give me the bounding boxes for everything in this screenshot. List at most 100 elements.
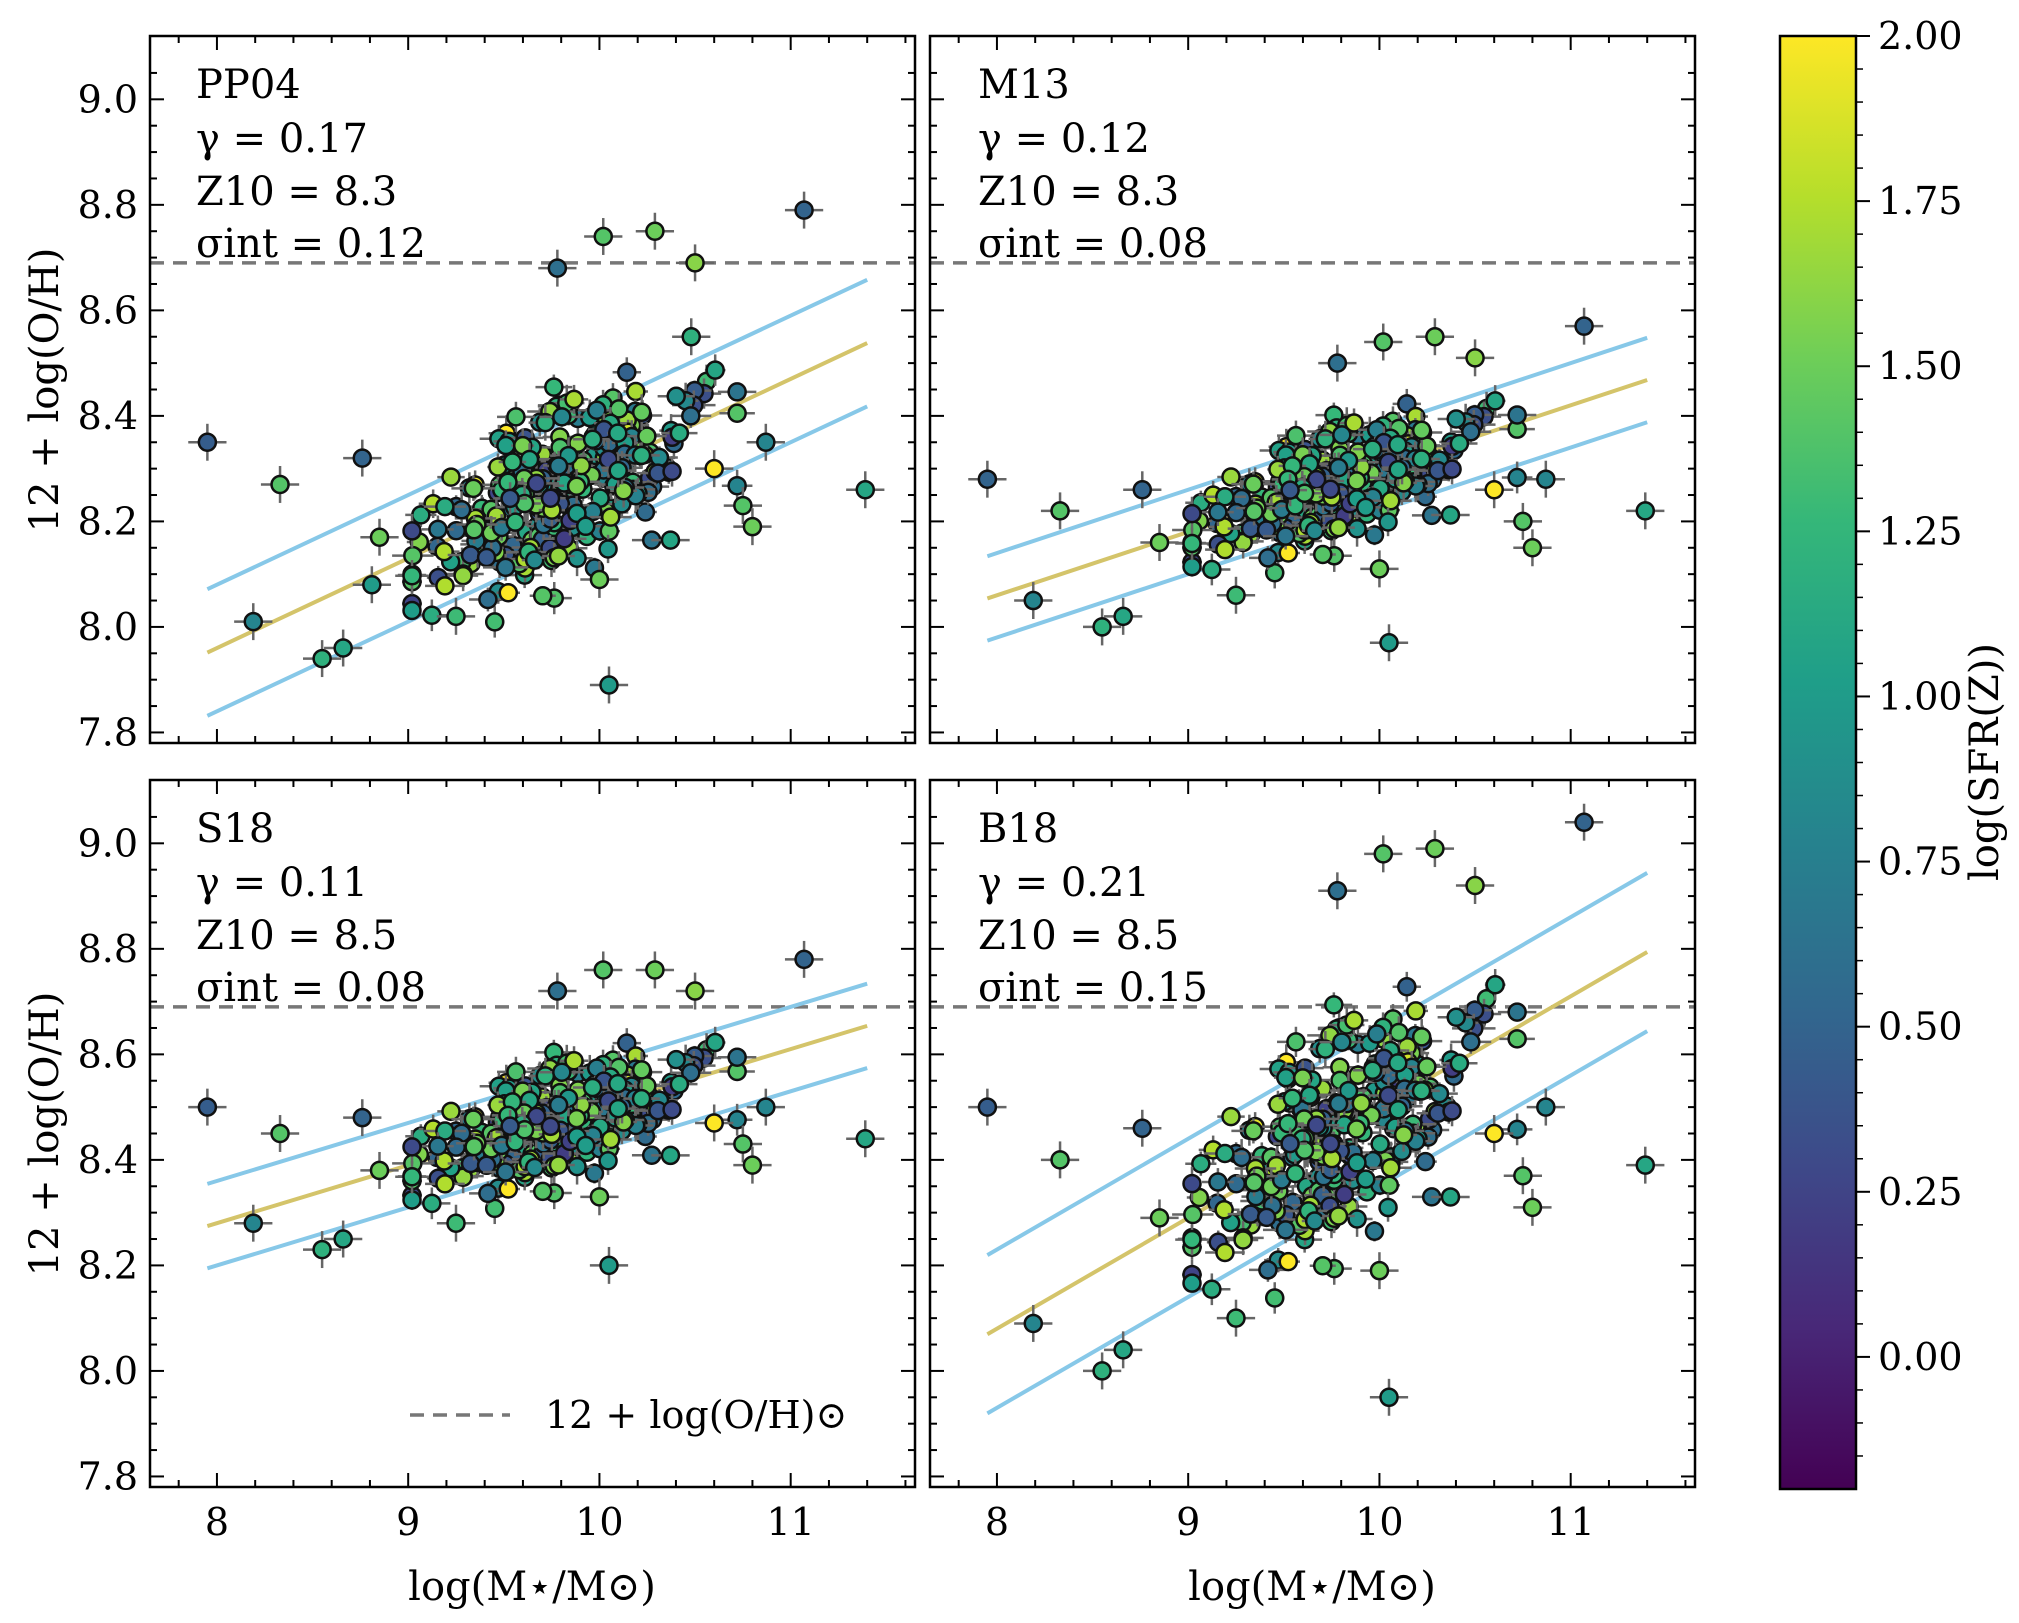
point-marker — [1513, 511, 1533, 532]
point-marker — [645, 960, 665, 980]
y-tick-label: 8.2 — [78, 1243, 138, 1287]
point-marker — [243, 1213, 264, 1233]
point-marker — [333, 1229, 353, 1249]
point-marker — [1315, 429, 1336, 449]
point-marker — [1332, 1032, 1352, 1052]
panel-pp04-z10: Z10 = 8.3 — [196, 169, 397, 215]
point-marker — [1536, 469, 1556, 489]
point-marker — [422, 1193, 442, 1214]
data-point — [1264, 1282, 1285, 1314]
point-marker — [1485, 391, 1505, 411]
data-point — [188, 1088, 227, 1126]
data-point — [1387, 434, 1409, 455]
point-marker — [1442, 459, 1462, 479]
data-point — [188, 423, 227, 461]
point-marker — [1240, 518, 1261, 539]
point-marker — [1328, 457, 1349, 478]
point-marker — [1092, 617, 1112, 637]
data-point — [733, 508, 772, 546]
data-point — [675, 244, 715, 282]
point-marker — [600, 1129, 621, 1150]
data-point — [570, 1135, 601, 1156]
data-point — [602, 454, 635, 488]
y-tick-label: 8.0 — [78, 605, 138, 649]
data-point — [584, 218, 623, 255]
data-point — [1564, 307, 1604, 345]
point-marker — [566, 476, 587, 497]
data-point — [1301, 521, 1328, 541]
point-marker — [484, 612, 505, 632]
data-point — [1205, 539, 1245, 560]
point-marker — [599, 675, 619, 695]
data-point — [733, 1146, 772, 1184]
data-point — [343, 1099, 382, 1137]
panel-b18: 8 9 10 11 B18 γ = 0.21 Z10 = 8.5 σint = 0.1… — [928, 778, 1697, 1544]
point-marker — [1320, 479, 1341, 500]
point-marker — [587, 400, 607, 420]
data-point — [436, 597, 476, 635]
point-marker — [548, 1155, 569, 1175]
legend: 12 + log(O/H)⊙ — [410, 1393, 847, 1437]
point-marker — [598, 539, 618, 559]
point-marker — [1050, 501, 1070, 521]
data-point — [598, 1146, 618, 1175]
data-point — [631, 394, 652, 431]
data-point — [602, 1092, 635, 1126]
point-marker — [495, 1162, 516, 1182]
point-marker — [463, 1109, 484, 1129]
data-point — [1475, 471, 1514, 509]
point-marker — [197, 1097, 218, 1117]
point-marker — [1286, 425, 1306, 446]
data-point — [423, 496, 467, 517]
point-marker — [637, 426, 657, 446]
point-marker — [498, 582, 519, 603]
point-marker — [660, 530, 681, 550]
data-point — [343, 439, 382, 477]
data-point — [436, 1204, 476, 1242]
point-marker — [704, 458, 724, 479]
point-marker — [402, 1167, 422, 1187]
data-point — [1014, 582, 1053, 620]
point-marker — [794, 200, 814, 220]
point-marker — [451, 499, 472, 520]
point-marker — [369, 527, 390, 547]
data-point — [675, 972, 715, 1010]
data-point — [539, 1062, 585, 1083]
point-marker — [631, 445, 652, 466]
data-point — [547, 1089, 570, 1121]
data-point — [651, 530, 690, 550]
data-point — [580, 1178, 619, 1216]
data-point — [1403, 445, 1440, 473]
data-point — [1414, 1151, 1437, 1172]
point-marker — [524, 550, 545, 570]
data-point — [784, 940, 824, 978]
data-point — [1216, 576, 1256, 614]
y-tick-label: 8.4 — [78, 1138, 138, 1182]
data-point — [695, 450, 734, 488]
point-marker — [575, 516, 596, 537]
data-point — [535, 1116, 566, 1137]
data-point — [1499, 1029, 1535, 1049]
point-marker — [1574, 316, 1594, 336]
point-marker — [453, 565, 473, 586]
data-point — [1364, 323, 1403, 361]
point-marker — [1182, 533, 1202, 554]
point-marker — [532, 586, 553, 606]
point-marker — [645, 221, 665, 241]
point-marker — [1446, 409, 1466, 429]
point-marker — [1182, 556, 1202, 577]
point-marker — [608, 460, 628, 481]
data-point — [324, 1220, 363, 1258]
data-point — [589, 1246, 629, 1284]
point-marker — [584, 1163, 605, 1184]
data-point — [1185, 1151, 1217, 1176]
y-tick-label: 8.6 — [78, 1032, 138, 1076]
data-point — [662, 456, 682, 487]
point-marker — [1202, 559, 1222, 580]
point-marker — [1440, 505, 1461, 525]
point-marker — [547, 258, 568, 278]
data-point — [1140, 524, 1179, 561]
data-point — [521, 1157, 548, 1178]
point-marker — [589, 569, 610, 590]
data-point — [1083, 608, 1122, 646]
